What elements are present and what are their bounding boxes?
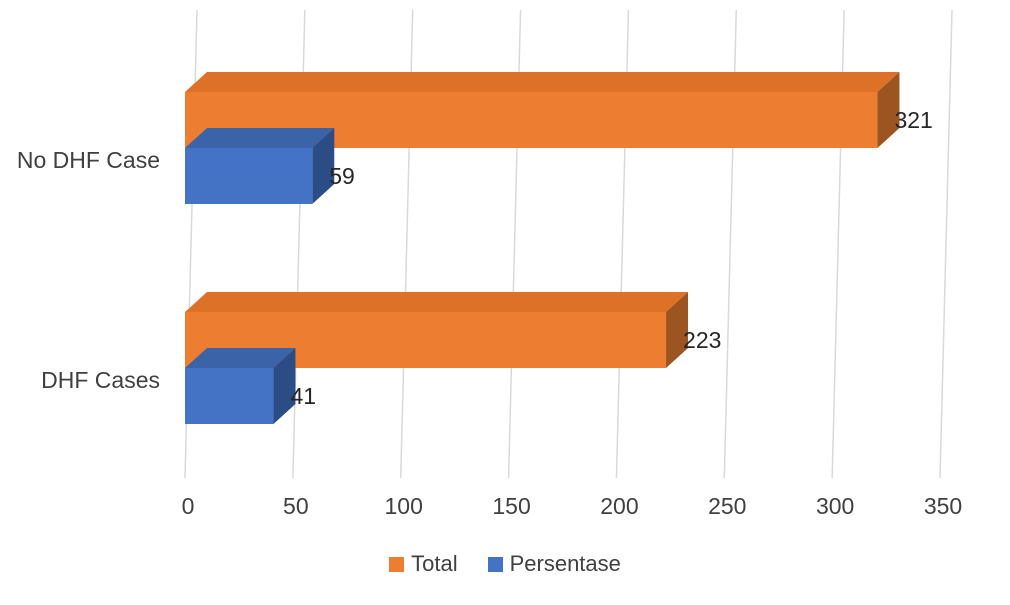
- bar: [185, 148, 313, 204]
- x-tick-label: 200: [600, 493, 638, 519]
- bar-top-face: [185, 292, 689, 312]
- x-tick-label: 150: [492, 493, 530, 519]
- legend-swatch-persentase: [487, 556, 503, 572]
- x-tick-label: 50: [283, 493, 309, 519]
- legend-label-persentase: Persentase: [509, 551, 621, 576]
- legend: Total Persentase: [0, 544, 1010, 584]
- bar-side-face: [312, 128, 335, 204]
- bar-side-face: [273, 348, 296, 424]
- x-tick-label: 250: [708, 493, 746, 519]
- category-label: DHF Cases: [41, 367, 160, 393]
- bar-top-face: [185, 128, 335, 148]
- data-label: 41: [290, 383, 316, 409]
- bar-side-face: [877, 72, 900, 148]
- x-tick-label: 100: [385, 493, 423, 519]
- legend-item-total: Total: [389, 551, 458, 577]
- bar-side-face: [666, 292, 689, 368]
- data-label: 59: [329, 163, 355, 189]
- legend-swatch-total: [389, 556, 405, 572]
- bar-top-face: [185, 72, 900, 92]
- bar-top-face: [185, 348, 296, 368]
- gridline: [939, 9, 953, 479]
- data-label: 223: [683, 327, 721, 353]
- legend-item-persentase: Persentase: [487, 551, 621, 577]
- data-label: 321: [894, 107, 932, 133]
- legend-label-total: Total: [411, 551, 458, 576]
- plot-area: 0 50 100 150 200 250 300 350 321 59 No DHF Case 223…: [17, 9, 962, 519]
- category-label: No DHF Case: [17, 147, 160, 173]
- x-tick-label: 350: [924, 493, 962, 519]
- x-tick-label: 0: [182, 493, 195, 519]
- bar: [185, 368, 274, 424]
- x-tick-label: 300: [816, 493, 854, 519]
